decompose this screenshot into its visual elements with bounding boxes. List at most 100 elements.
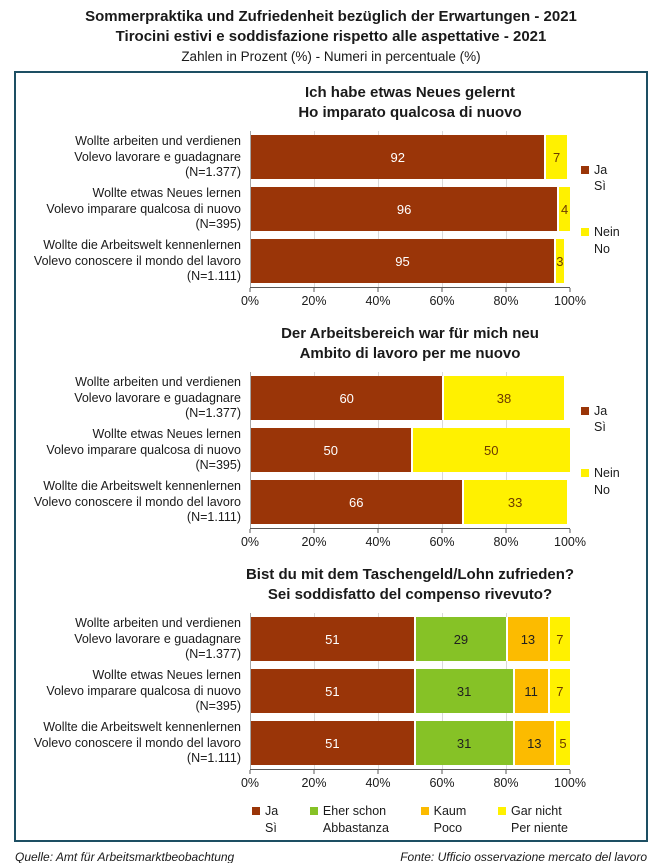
legend-item: Ja Sì bbox=[252, 803, 278, 836]
axis-tick-label: 20% bbox=[301, 294, 327, 309]
category-label: Wollte die Arbeitswelt kennenlernen Volev… bbox=[26, 235, 250, 287]
bar-value-label: 51 bbox=[325, 735, 340, 751]
page-title-german: Sommerpraktika und Zufriedenheit bezügli… bbox=[85, 8, 577, 25]
category-label-line: (N=1.111) bbox=[186, 269, 241, 284]
axis-tick-label: 0% bbox=[240, 535, 260, 550]
bar-segment: 51 bbox=[251, 617, 414, 662]
legend-label: Kaum Poco bbox=[433, 804, 467, 835]
bar-segment: 31 bbox=[413, 721, 513, 766]
chart-box: Ich habe etwas Neues gelernt Ho imparato … bbox=[14, 71, 648, 842]
stacked-bar: 95 3 bbox=[251, 239, 570, 284]
axis-tick-label: 100% bbox=[554, 294, 586, 309]
x-axis: 0% 20% 40% 60% 80% 100% bbox=[241, 287, 586, 315]
stacked-bar: 51 29 13 7 bbox=[251, 617, 570, 662]
axis-tick-label: 40% bbox=[365, 294, 391, 309]
category-label: Wollte die Arbeitswelt kennenlernen Volev… bbox=[26, 476, 250, 528]
bar-segment: 50 bbox=[410, 428, 570, 473]
chart-grid: Ich habe etwas Neues gelernt Ho imparato … bbox=[26, 83, 644, 315]
legend-marker bbox=[309, 807, 318, 816]
bar-value-label: 60 bbox=[339, 390, 354, 406]
bar-value-label: 66 bbox=[349, 494, 364, 510]
bar-segment: 29 bbox=[413, 617, 507, 662]
bar-value-label: 11 bbox=[524, 683, 538, 699]
bar-value-label: 29 bbox=[453, 631, 469, 647]
axis-tick bbox=[249, 288, 251, 293]
category-label: Wollte arbeiten und verdienen Volevo lavo… bbox=[26, 372, 250, 424]
legend-marker bbox=[252, 807, 260, 816]
stacked-bar: 50 50 bbox=[251, 428, 570, 473]
legend: Ja Sì Nein No bbox=[570, 131, 644, 287]
stacked-bar: 51 31 11 7 bbox=[251, 669, 570, 714]
category-label-line: Wollte arbeiten und verdienen bbox=[75, 133, 241, 148]
legend-item: Ja Sì bbox=[581, 403, 644, 436]
legend-label: Nein No bbox=[594, 225, 620, 256]
category-label: Wollte die Arbeitswelt kennenlernen Volev… bbox=[26, 717, 250, 769]
bar-segment: 3 bbox=[554, 239, 564, 284]
bar-value-label: 13 bbox=[520, 631, 536, 647]
legend-marker bbox=[581, 228, 589, 237]
axis-tick-label: 20% bbox=[301, 535, 327, 550]
category-label-line: Wollte arbeiten und verdienen bbox=[75, 615, 241, 630]
axis-tick-label: 100% bbox=[554, 535, 586, 550]
legend-item: Nein No bbox=[581, 224, 644, 257]
bar-segment: 60 bbox=[251, 376, 443, 421]
axis-tick bbox=[313, 529, 315, 534]
bar-value-label: 92 bbox=[390, 149, 405, 165]
axis-tick bbox=[441, 288, 443, 293]
category-label-line: Wollte arbeiten und verdienen bbox=[75, 374, 241, 389]
bar-value-label: 51 bbox=[325, 631, 340, 647]
stacked-bar: 66 33 bbox=[251, 480, 570, 525]
source-italian: Fonte: Ufficio osservazione mercato del … bbox=[400, 849, 647, 863]
category-label-line: Volevo lavorare e guadagnare bbox=[74, 390, 241, 405]
stacked-bar: 51 31 13 5 bbox=[251, 721, 570, 766]
chart-grid: Bist du mit dem Taschengeld/Lohn zufried… bbox=[26, 565, 644, 836]
axis-tick-label: 0% bbox=[240, 776, 260, 791]
category-label: Wollte etwas Neues lernen Volevo imparare… bbox=[26, 424, 250, 476]
page-subtitle: Zahlen in Prozent (%) - Numeri in percen… bbox=[181, 48, 481, 64]
legend-label: Gar nicht Per niente bbox=[511, 804, 568, 835]
category-label-line: Volevo imparare qualcosa di nuovo bbox=[46, 683, 241, 698]
bar-value-label: 51 bbox=[325, 683, 340, 699]
category-label-line: Wollte die Arbeitswelt kennenlernen bbox=[43, 478, 241, 493]
legend-label: Eher schon Abbastanza bbox=[322, 804, 389, 835]
bar-segment: 7 bbox=[547, 617, 570, 662]
axis-tick bbox=[313, 288, 315, 293]
plot-row: 60 38 bbox=[250, 372, 570, 425]
source-german: Quelle: Amt für Arbeitsmarktbeobachtung bbox=[15, 849, 235, 863]
axis-tick-label: 60% bbox=[429, 535, 455, 550]
category-label-line: Volevo conoscere il mondo del lavoro bbox=[33, 253, 241, 268]
bar-segment: 51 bbox=[251, 721, 414, 766]
bar-segment: 95 bbox=[251, 239, 555, 284]
axis-tick bbox=[377, 529, 379, 534]
category-label-line: (N=395) bbox=[195, 699, 241, 714]
bar-segment: 51 bbox=[251, 669, 414, 714]
axis-tick bbox=[377, 770, 379, 775]
chart-title: Ich habe etwas Neues gelernt Ho imparato … bbox=[298, 84, 522, 121]
plot-row: 51 31 13 5 bbox=[250, 717, 570, 770]
bar-segment: 7 bbox=[544, 135, 567, 180]
bar-segment: 4 bbox=[557, 187, 570, 232]
chart-title: Bist du mit dem Taschengeld/Lohn zufried… bbox=[245, 566, 575, 603]
legend-item: Kaum Poco bbox=[420, 803, 467, 836]
legend-marker bbox=[581, 406, 589, 415]
plot-row: 50 50 bbox=[250, 424, 570, 477]
category-label-line: Volevo lavorare e guadagnare bbox=[74, 631, 241, 646]
axis-tick-label: 60% bbox=[429, 776, 455, 791]
axis-tick bbox=[377, 288, 379, 293]
category-label: Wollte arbeiten und verdienen Volevo lavo… bbox=[26, 613, 250, 665]
bar-value-label: 38 bbox=[496, 390, 512, 406]
category-label: Wollte arbeiten und verdienen Volevo lavo… bbox=[26, 131, 250, 183]
category-label-line: Wollte etwas Neues lernen bbox=[92, 667, 241, 682]
category-label: Wollte etwas Neues lernen Volevo imparare… bbox=[26, 183, 250, 235]
axis-tick bbox=[505, 288, 507, 293]
bar-value-label: 7 bbox=[556, 683, 564, 699]
category-label-line: (N=395) bbox=[195, 458, 241, 473]
category-label-line: (N=1.377) bbox=[185, 647, 241, 662]
legend-item: Ja Sì bbox=[581, 162, 644, 195]
category-label-line: Volevo conoscere il mondo del lavoro bbox=[33, 494, 241, 509]
axis-tick-label: 80% bbox=[493, 294, 519, 309]
x-axis: 0% 20% 40% 60% 80% 100% bbox=[241, 769, 586, 797]
bar-segment: 11 bbox=[512, 669, 548, 714]
page-title-italian: Tirocini estivi e soddisfazione rispetto… bbox=[115, 27, 547, 45]
axis-tick-label: 60% bbox=[429, 294, 455, 309]
